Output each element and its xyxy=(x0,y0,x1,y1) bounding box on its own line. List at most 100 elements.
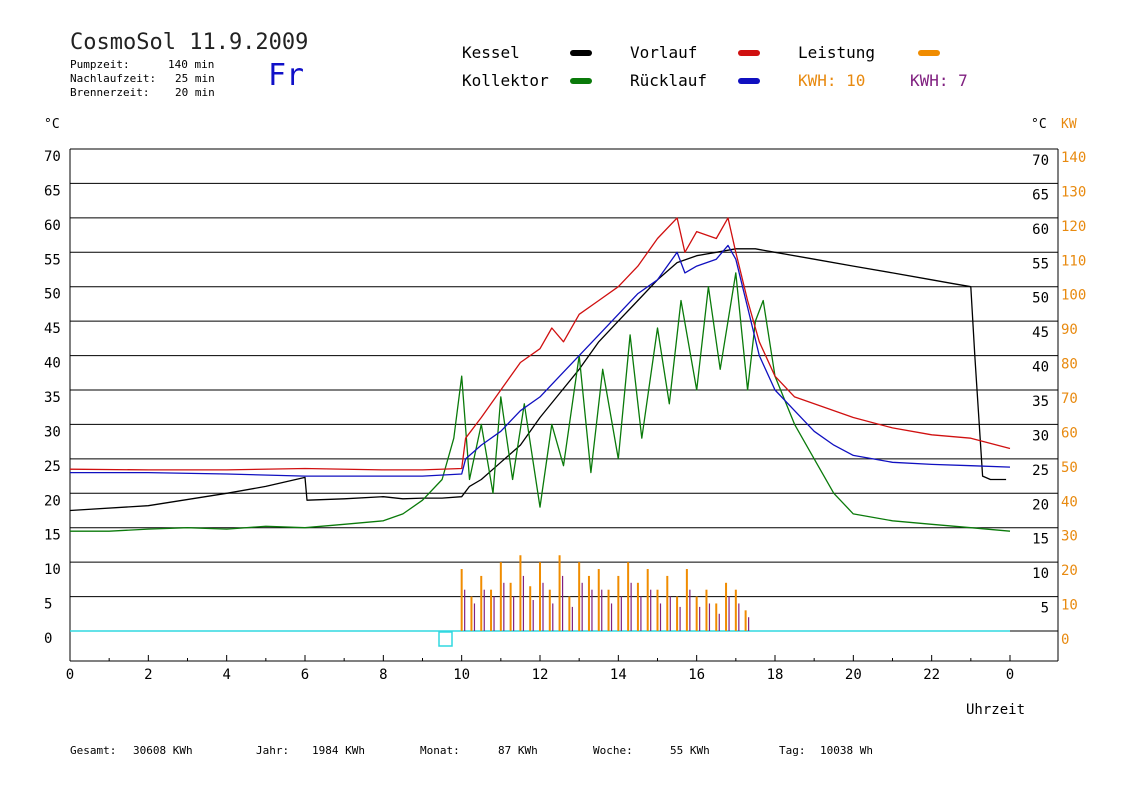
left-tick-label: 50 xyxy=(44,287,61,303)
param-value: 140 min xyxy=(168,58,215,71)
x-tick-label: 8 xyxy=(379,667,387,683)
left-tick-label: 55 xyxy=(44,252,61,268)
legend-ruecklauf: Rücklauf xyxy=(630,71,708,90)
power-tick-label: 20 xyxy=(1061,563,1078,579)
left-tick-label: 40 xyxy=(44,356,61,372)
legend-ruecklauf-swatch xyxy=(738,78,760,84)
left-tick-label: 15 xyxy=(44,528,61,544)
series-line xyxy=(69,248,1007,512)
param-value: 20 min xyxy=(175,86,215,99)
series-line xyxy=(70,244,1011,477)
x-tick-label: 10 xyxy=(453,667,470,683)
footer-label: Jahr: xyxy=(256,744,290,757)
series-lines xyxy=(69,217,1011,532)
power-tick-label: 0 xyxy=(1061,632,1069,648)
right-tick-label: 25 xyxy=(1032,463,1049,479)
param-value: 25 min xyxy=(175,72,215,85)
series-line xyxy=(69,217,1011,471)
x-tick-label: 18 xyxy=(767,667,784,683)
power-tick-label: 90 xyxy=(1061,322,1078,338)
power-tick-label: 130 xyxy=(1061,184,1086,200)
y-axis-unit-power: KW xyxy=(1061,117,1077,132)
x-tick-label: 2 xyxy=(144,667,152,683)
x-tick-label: 4 xyxy=(222,667,230,683)
footer-value: 10038 Wh xyxy=(820,744,873,757)
right-tick-label: 20 xyxy=(1032,497,1049,513)
legend-leistung: Leistung xyxy=(798,43,876,62)
legend-kollektor: Kollektor xyxy=(462,71,549,90)
weekday-label: Fr xyxy=(268,58,305,93)
right-tick-label: 50 xyxy=(1032,291,1049,307)
legend-kessel-swatch xyxy=(570,50,592,56)
left-tick-label: 70 xyxy=(44,149,61,165)
param-label: Nachlaufzeit: xyxy=(70,72,157,85)
power-tick-label: 50 xyxy=(1061,460,1078,476)
x-tick-label: 0 xyxy=(1006,667,1014,683)
left-tick-label: 25 xyxy=(44,459,61,475)
tick-labels: 0510152025303540455055606570510152025303… xyxy=(44,149,1086,683)
cursor-marker xyxy=(438,631,453,647)
power-tick-label: 110 xyxy=(1061,253,1086,269)
left-tick-label: 20 xyxy=(44,493,61,509)
power-tick-label: 80 xyxy=(1061,357,1078,373)
footer-label: Woche: xyxy=(593,744,633,757)
y-axis-unit-right: °C xyxy=(1031,117,1047,132)
left-tick-label: 35 xyxy=(44,390,61,406)
right-tick-label: 15 xyxy=(1032,532,1049,548)
chart-title: CosmoSol 11.9.2009 xyxy=(70,30,309,55)
series-line xyxy=(70,272,1011,532)
left-tick-label: 10 xyxy=(44,562,61,578)
x-tick-label: 0 xyxy=(66,667,74,683)
right-tick-label: 40 xyxy=(1032,360,1049,376)
footer-label: Gesamt: xyxy=(70,744,117,757)
power-tick-label: 70 xyxy=(1061,391,1078,407)
footer-value: 1984 KWh xyxy=(312,744,365,757)
footer-value: 87 KWh xyxy=(498,744,538,757)
power-tick-label: 30 xyxy=(1061,529,1078,545)
axes xyxy=(69,149,1059,662)
legend-kwh-1: KWH: 10 xyxy=(798,71,866,90)
left-tick-label: 5 xyxy=(44,597,52,613)
x-tick-label: 12 xyxy=(532,667,549,683)
right-tick-label: 35 xyxy=(1032,394,1049,410)
param-label: Pumpzeit: xyxy=(70,58,130,71)
left-tick-label: 60 xyxy=(44,218,61,234)
right-tick-label: 55 xyxy=(1032,256,1049,272)
power-tick-label: 40 xyxy=(1061,494,1078,510)
x-tick-label: 6 xyxy=(301,667,309,683)
right-tick-label: 60 xyxy=(1032,222,1049,238)
right-tick-label: 5 xyxy=(1041,601,1049,617)
footer-label: Tag: xyxy=(779,744,806,757)
power-tick-label: 10 xyxy=(1061,598,1078,614)
footer-value: 55 KWh xyxy=(670,744,710,757)
legend-kwh-2: KWH: 7 xyxy=(910,71,968,90)
legend-leistung-swatch xyxy=(918,50,940,56)
right-tick-label: 65 xyxy=(1032,187,1049,203)
legend-kessel: Kessel xyxy=(462,43,520,62)
power-tick-label: 100 xyxy=(1061,288,1086,304)
footer-label: Monat: xyxy=(420,744,460,757)
left-tick-label: 0 xyxy=(44,631,52,647)
y-axis-unit-left: °C xyxy=(44,117,60,132)
x-tick-label: 16 xyxy=(688,667,705,683)
legend-kollektor-swatch xyxy=(570,78,592,84)
right-tick-label: 30 xyxy=(1032,428,1049,444)
left-tick-label: 65 xyxy=(44,183,61,199)
legend-vorlauf: Vorlauf xyxy=(630,43,698,62)
x-tick-label: 14 xyxy=(610,667,627,683)
power-bars xyxy=(460,555,750,631)
legend-vorlauf-swatch xyxy=(738,50,760,56)
param-label: Brennerzeit: xyxy=(70,86,150,99)
power-tick-label: 60 xyxy=(1061,425,1078,441)
x-tick-label: 22 xyxy=(923,667,940,683)
right-tick-label: 45 xyxy=(1032,325,1049,341)
footer-value: 30608 KWh xyxy=(133,744,193,757)
right-tick-label: 10 xyxy=(1032,566,1049,582)
power-tick-label: 120 xyxy=(1061,219,1086,235)
x-axis-label: Uhrzeit xyxy=(966,702,1026,718)
right-tick-label: 70 xyxy=(1032,153,1049,169)
grid xyxy=(70,148,1058,632)
left-tick-label: 45 xyxy=(44,321,61,337)
left-tick-label: 30 xyxy=(44,424,61,440)
